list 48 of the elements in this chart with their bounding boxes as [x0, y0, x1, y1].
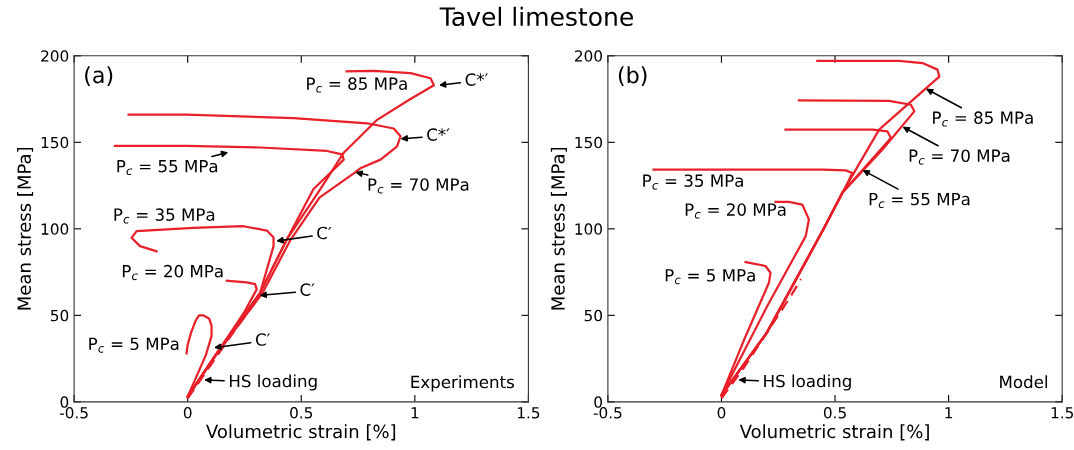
annotation: P$_{c}$ = 20 MPa	[122, 264, 223, 281]
x-tick-label: 1.5	[1051, 407, 1073, 419]
annotation: C′	[255, 333, 271, 346]
chart-title: Tavel limestone	[439, 6, 633, 27]
annotation: (b)	[618, 66, 647, 86]
annotation: P$_{c}$ = 55 MPa	[869, 192, 970, 209]
y-tick-label: 100	[41, 223, 69, 235]
x-axis-title: Volumetric strain [%]	[206, 424, 396, 441]
annotation: Model	[1000, 375, 1047, 389]
annotation: C′	[317, 226, 332, 240]
annotation: Experiments	[411, 375, 514, 392]
y-axis-title: Mean stress [MPa]	[550, 147, 567, 310]
y-tick-label: 0	[60, 396, 69, 408]
x-tick-label: 1.5	[517, 407, 540, 419]
x-tick-label: -0.5	[593, 406, 622, 419]
annotation: P$_{c}$ = 5 MPa	[665, 269, 755, 285]
annotation: HS loading	[229, 374, 317, 391]
y-axis-title: Mean stress [MPa]	[17, 147, 34, 310]
annotation: P$_{c}$ = 5 MPa	[89, 337, 179, 353]
annotation: C*′	[465, 73, 488, 86]
annotation: P$_{c}$ = 20 MPa	[685, 203, 786, 219]
x-tick-label: 0	[183, 406, 192, 419]
y-tick-label: 150	[41, 136, 69, 149]
x-axis-title: Volumetric strain [%]	[739, 424, 929, 441]
y-tick-label: 0	[594, 396, 603, 408]
annotation: P$_{c}$ = 70 MPa	[909, 149, 1010, 165]
y-tick-label: 100	[575, 223, 603, 235]
x-tick-label: 1	[411, 407, 419, 419]
annotation: C*′	[427, 128, 450, 141]
x-tick-label: 0.5	[823, 406, 846, 419]
annotation: P$_{c}$ = 85 MPa	[307, 77, 407, 93]
annotation: P$_{c}$ = 35 MPa	[643, 174, 743, 190]
y-tick-label: 200	[574, 50, 603, 62]
y-tick-label: 150	[575, 136, 603, 149]
y-tick-label: 200	[41, 50, 69, 62]
annotation: HS loading	[764, 374, 851, 391]
annotation: P$_{c}$ = 35 MPa	[114, 208, 215, 224]
y-tick-label: 50	[584, 309, 603, 322]
y-tick-label: 50	[50, 309, 69, 322]
annotation: (a)	[85, 66, 113, 86]
annotation: P$_{c}$ = 70 MPa	[368, 178, 469, 194]
annotation: P$_{c}$ = 55 MPa	[117, 160, 218, 176]
x-tick-label: 0.5	[290, 406, 313, 419]
annotation: P$_{c}$ = 85 MPa	[933, 111, 1033, 127]
x-tick-label: 0	[717, 406, 726, 419]
x-tick-label: 1	[945, 407, 953, 419]
annotation: C′	[300, 283, 315, 296]
x-tick-label: -0.5	[59, 406, 88, 419]
